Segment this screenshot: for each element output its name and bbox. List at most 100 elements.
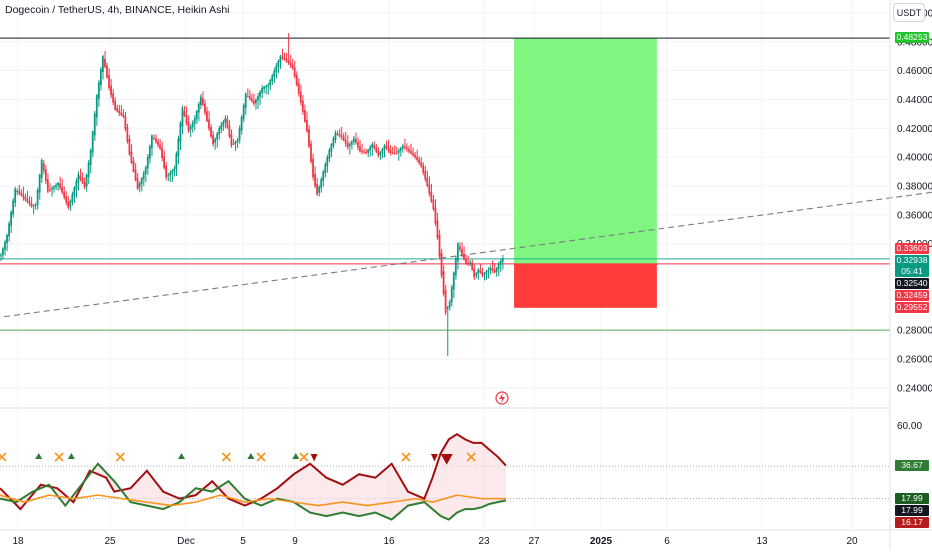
- time-tick-label: 18: [12, 536, 24, 547]
- candle-body: [236, 139, 239, 143]
- candle-body: [342, 136, 345, 141]
- candle-body: [22, 194, 25, 198]
- currency-button[interactable]: USDT: [893, 3, 925, 22]
- candle-body: [93, 113, 96, 136]
- candle-body: [4, 241, 6, 250]
- price-series: [0, 33, 504, 357]
- candle-body: [183, 111, 186, 116]
- candle-body: [171, 170, 174, 174]
- candle-body: [124, 116, 127, 130]
- candle-body: [140, 178, 143, 185]
- price-label: 0.48253: [895, 32, 929, 44]
- up-triangle-marker: [247, 453, 255, 459]
- candle-body: [442, 271, 445, 295]
- candle-body: [399, 148, 402, 151]
- price-tick-label: 0.42000: [897, 124, 932, 135]
- candle-body: [159, 144, 161, 149]
- price-tick-label: 0.26000: [897, 354, 932, 365]
- candle-body: [75, 181, 78, 190]
- candle-body: [146, 156, 149, 169]
- candle-body: [0, 255, 2, 257]
- candle-body: [222, 121, 225, 126]
- time-axis[interactable]: 18 25 Dec 5 9 16 23 27 2025 6 13 20: [12, 536, 858, 547]
- candle-body: [261, 87, 263, 93]
- candle-body: [8, 223, 10, 237]
- candle-body: [79, 175, 82, 179]
- profit-zone: [514, 38, 657, 264]
- trendline[interactable]: [0, 186, 932, 345]
- candle-body: [444, 290, 447, 313]
- horizontal-levels[interactable]: [0, 37, 890, 331]
- candle-body: [312, 158, 314, 178]
- down-triangle-marker: [440, 454, 453, 465]
- price-axis[interactable]: 0.500000.480000.460000.440000.420000.400…: [897, 8, 932, 431]
- candle-body: [240, 116, 243, 131]
- candle-body: [57, 183, 59, 186]
- time-tick-label: 23: [478, 536, 490, 547]
- candle-body: [179, 123, 182, 142]
- candle-body: [295, 74, 298, 86]
- candle-body: [34, 204, 37, 206]
- candle-body: [299, 91, 302, 103]
- candle-body: [493, 269, 496, 273]
- candle-body: [497, 263, 500, 269]
- osc-tick-label: 60.00: [897, 421, 922, 432]
- price-label: 0.33603: [895, 243, 929, 255]
- candle-body: [208, 119, 210, 129]
- candle-body: [134, 169, 137, 181]
- candle-body: [389, 149, 392, 153]
- candle-body: [173, 168, 176, 172]
- candle-body: [306, 119, 308, 132]
- candle-body: [193, 118, 196, 124]
- candle-body: [361, 150, 363, 152]
- candle-body: [336, 133, 339, 135]
- candle-body: [2, 248, 4, 256]
- candle-body: [128, 139, 131, 155]
- candle-body: [459, 246, 461, 250]
- candle-body: [469, 262, 471, 264]
- osc-series-line: [0, 494, 506, 507]
- candle-body: [434, 207, 437, 224]
- candle-body: [359, 146, 361, 152]
- candle-body: [114, 100, 117, 110]
- cross-marker: [0, 452, 7, 462]
- candle-body: [275, 65, 278, 72]
- candle-body: [181, 108, 184, 127]
- candle-body: [224, 118, 227, 123]
- candle-body: [479, 270, 482, 273]
- candle-body: [310, 143, 312, 162]
- down-triangle-marker: [310, 454, 318, 462]
- candle-body: [187, 122, 190, 132]
- oscillator-pane: [0, 432, 890, 521]
- candle-body: [357, 142, 359, 148]
- candle-body: [438, 234, 441, 257]
- candle-body: [383, 145, 386, 150]
- price-tick-label: 0.40000: [897, 153, 932, 164]
- candle-body: [165, 165, 168, 178]
- candle-body: [65, 196, 68, 203]
- candle-body: [401, 145, 404, 149]
- osc-series-line: [0, 432, 507, 511]
- candle-body: [291, 64, 294, 68]
- candle-body: [230, 134, 233, 146]
- candle-body: [297, 83, 300, 94]
- symbol-title[interactable]: Dogecoin / TetherUS, 4h, BINANCE, Heikin…: [5, 4, 230, 16]
- bar-countdown: 05:41: [901, 266, 923, 277]
- candle-body: [255, 99, 257, 104]
- candle-body: [265, 86, 267, 88]
- long-position-tool[interactable]: [514, 38, 657, 308]
- alert-icon[interactable]: [495, 391, 509, 405]
- candle-body: [287, 60, 290, 63]
- time-tick-label: 6: [664, 536, 670, 547]
- candle-body: [456, 243, 459, 262]
- candle-body: [116, 108, 119, 112]
- candle-body: [452, 272, 455, 290]
- candle-body: [432, 199, 435, 210]
- candle-body: [120, 112, 123, 115]
- candle-body: [489, 268, 492, 270]
- candle-body: [448, 301, 451, 308]
- candle-body: [210, 127, 212, 137]
- candle-body: [53, 186, 55, 189]
